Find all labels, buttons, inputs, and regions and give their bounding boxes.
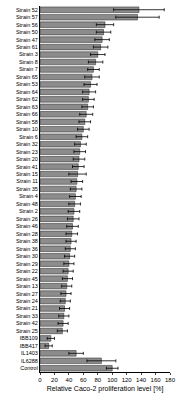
svg-text:Strain 35: Strain 35 bbox=[16, 186, 38, 192]
svg-text:Control: Control bbox=[20, 365, 38, 371]
svg-text:140: 140 bbox=[136, 377, 147, 383]
svg-text:Strain 25: Strain 25 bbox=[16, 328, 38, 334]
svg-text:160: 160 bbox=[151, 377, 162, 383]
svg-text:Strain 62: Strain 62 bbox=[16, 96, 38, 102]
svg-text:Strain 4: Strain 4 bbox=[19, 193, 38, 199]
svg-text:Strain 38: Strain 38 bbox=[16, 238, 38, 244]
svg-text:Strain 24: Strain 24 bbox=[16, 298, 38, 304]
svg-text:Strain 46: Strain 46 bbox=[16, 223, 38, 229]
svg-text:Strain 45: Strain 45 bbox=[16, 276, 38, 282]
svg-text:Strain 20: Strain 20 bbox=[16, 156, 38, 162]
svg-text:Strain 7: Strain 7 bbox=[19, 66, 38, 72]
svg-text:Strain 56: Strain 56 bbox=[16, 22, 38, 28]
svg-text:Strain 32: Strain 32 bbox=[16, 141, 38, 147]
svg-text:40: 40 bbox=[66, 377, 73, 383]
svg-text:IL1403: IL1403 bbox=[21, 350, 38, 356]
svg-text:0: 0 bbox=[38, 377, 42, 383]
svg-text:Strain 15: Strain 15 bbox=[16, 171, 38, 177]
svg-text:Strain 23: Strain 23 bbox=[16, 149, 38, 155]
svg-text:Strain 36: Strain 36 bbox=[16, 246, 38, 252]
svg-text:Strain 30: Strain 30 bbox=[16, 253, 38, 259]
svg-text:Strain 2: Strain 2 bbox=[19, 208, 38, 214]
svg-text:Strain 52: Strain 52 bbox=[16, 7, 38, 13]
svg-text:Strain 6: Strain 6 bbox=[19, 134, 38, 140]
svg-text:Strain 58: Strain 58 bbox=[16, 119, 38, 125]
svg-text:Strain 66: Strain 66 bbox=[16, 111, 38, 117]
svg-text:Strain 28: Strain 28 bbox=[16, 231, 38, 237]
svg-text:Relative Caco-2 proliferation: Relative Caco-2 proliferation level [%] bbox=[47, 385, 164, 393]
svg-text:Strain 10: Strain 10 bbox=[16, 126, 38, 132]
svg-text:Strain 11: Strain 11 bbox=[16, 178, 38, 184]
svg-text:Strain 64: Strain 64 bbox=[16, 89, 38, 95]
svg-text:Strain 48: Strain 48 bbox=[16, 201, 38, 207]
svg-text:Strain 33: Strain 33 bbox=[16, 313, 38, 319]
svg-text:IBB417: IBB417 bbox=[20, 343, 38, 349]
svg-text:120: 120 bbox=[122, 377, 133, 383]
svg-text:Strain 61: Strain 61 bbox=[16, 44, 38, 50]
svg-text:Strain 53: Strain 53 bbox=[16, 81, 38, 87]
svg-text:Strain 29: Strain 29 bbox=[16, 261, 38, 267]
svg-text:Strain 26: Strain 26 bbox=[16, 216, 38, 222]
svg-text:Strain 8: Strain 8 bbox=[19, 59, 38, 65]
svg-text:Strain 27: Strain 27 bbox=[16, 290, 38, 296]
svg-text:IL6288: IL6288 bbox=[21, 358, 38, 364]
svg-text:Strain 3: Strain 3 bbox=[19, 51, 38, 57]
svg-text:Strain 21: Strain 21 bbox=[16, 305, 38, 311]
svg-text:Strain 50: Strain 50 bbox=[16, 29, 38, 35]
svg-text:Strain 13: Strain 13 bbox=[16, 283, 38, 289]
svg-text:100: 100 bbox=[107, 377, 118, 383]
svg-text:20: 20 bbox=[51, 377, 58, 383]
svg-text:180: 180 bbox=[165, 377, 176, 383]
svg-text:60: 60 bbox=[80, 377, 87, 383]
svg-text:IBB109: IBB109 bbox=[20, 335, 38, 341]
svg-text:Strain 22: Strain 22 bbox=[16, 268, 38, 274]
svg-text:80: 80 bbox=[94, 377, 101, 383]
svg-text:Strain 65: Strain 65 bbox=[16, 74, 38, 80]
svg-text:Strain 47: Strain 47 bbox=[16, 37, 38, 43]
svg-text:Strain 41: Strain 41 bbox=[16, 164, 38, 170]
svg-text:Strain 63: Strain 63 bbox=[16, 104, 38, 110]
svg-text:Strain 57: Strain 57 bbox=[16, 14, 38, 20]
svg-text:Strain 42: Strain 42 bbox=[16, 320, 38, 326]
